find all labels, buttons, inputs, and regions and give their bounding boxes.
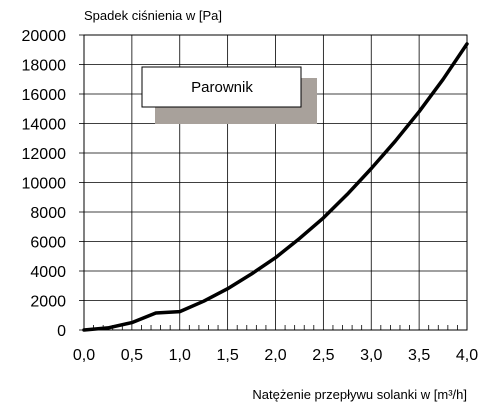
x-tick-label: 1,0 bbox=[169, 347, 191, 364]
x-tick-label: 0,0 bbox=[73, 347, 95, 364]
x-tick-label: 4,0 bbox=[456, 347, 478, 364]
legend-box: Parownik bbox=[141, 66, 317, 124]
x-tick-labels: 0,0 0,5 1,0 1,5 2,0 2,5 3,0 3,5 4,0 bbox=[73, 347, 478, 364]
y-tick-label: 0 bbox=[57, 323, 66, 340]
y-tick-label: 4000 bbox=[30, 264, 66, 281]
x-tick-label: 3,5 bbox=[408, 347, 430, 364]
y-tick-labels: 0 2000 4000 6000 8000 10000 12000 14000 16000 180… bbox=[22, 28, 67, 340]
y-tick-label: 10000 bbox=[22, 176, 67, 193]
y-tick-label: 8000 bbox=[30, 205, 66, 222]
x-tick-label: 1,5 bbox=[217, 347, 239, 364]
x-tick-label: 3,0 bbox=[360, 347, 382, 364]
y-tick-label: 18000 bbox=[22, 58, 67, 75]
legend-box-frame bbox=[141, 66, 302, 108]
series-line bbox=[82, 42, 469, 332]
y-tick-label: 14000 bbox=[22, 117, 67, 134]
y-tick-label: 12000 bbox=[22, 146, 67, 163]
x-axis-title: Natężenie przepływu solanki w [m³/h] bbox=[252, 387, 467, 402]
plot-frame bbox=[83, 34, 468, 331]
y-tick-label: 2000 bbox=[30, 294, 66, 311]
x-tick-label: 2,5 bbox=[312, 347, 334, 364]
y-tick-label: 6000 bbox=[30, 235, 66, 252]
y-axis-title: Spadek ciśnienia w [Pa] bbox=[84, 8, 222, 23]
y-tick-label: 16000 bbox=[22, 87, 67, 104]
y-tick-label: 20000 bbox=[22, 28, 67, 45]
x-tick-label: 2,0 bbox=[264, 347, 286, 364]
minor-ticks bbox=[79, 34, 458, 331]
x-tick-label: 0,5 bbox=[121, 347, 143, 364]
legend-box-label: Parownik bbox=[191, 79, 253, 96]
